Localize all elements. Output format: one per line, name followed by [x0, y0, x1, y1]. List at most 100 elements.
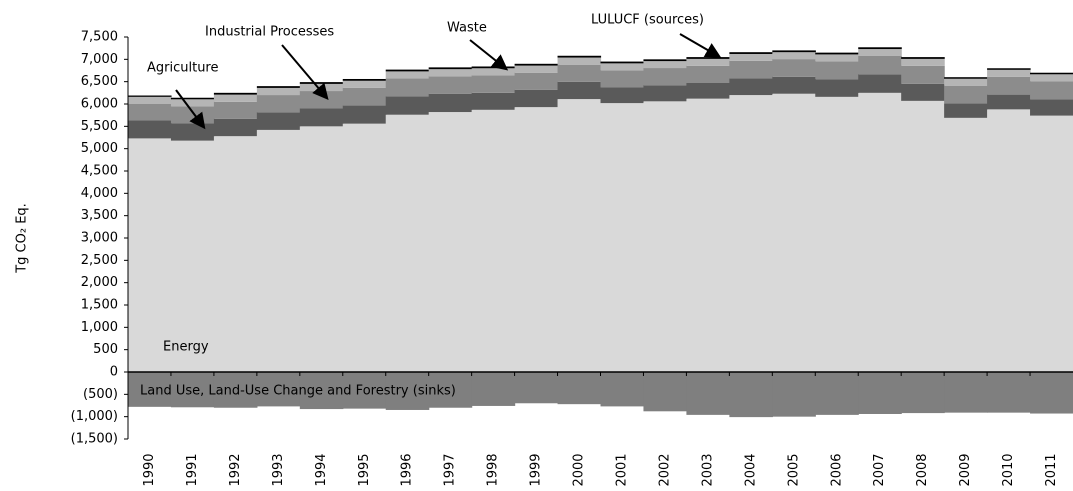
x-tick-label: 1991 [185, 453, 200, 486]
area-step [772, 76, 816, 94]
y-tick-label: 7,500 [81, 30, 118, 45]
area-step [256, 112, 301, 130]
area-step [170, 99, 215, 107]
area-step [213, 118, 258, 137]
area-step [342, 372, 387, 409]
area-step [858, 47, 902, 50]
y-tick-label: 5,500 [81, 119, 118, 134]
area-step [987, 94, 1031, 110]
area-step [772, 50, 816, 53]
area-step [256, 86, 301, 88]
area-step [299, 82, 344, 84]
area-step [342, 123, 387, 372]
area-step [987, 109, 1031, 373]
arrow [679, 33, 722, 59]
area-step [299, 372, 344, 410]
x-tick-label: 2010 [1001, 453, 1016, 486]
y-tick-label: 4,000 [81, 186, 118, 201]
area-step [557, 64, 602, 82]
y-axis-label: Tg CO₂ Eq. [15, 203, 30, 274]
area-step [815, 79, 859, 97]
x-tick-label: 2004 [743, 453, 758, 486]
area-step [600, 61, 645, 64]
area-step [600, 87, 645, 104]
area-step [858, 55, 902, 75]
area-step [643, 59, 688, 62]
y-tick-label: 1,000 [81, 320, 118, 335]
area-step [901, 65, 945, 84]
x-tick-label: 1994 [314, 453, 329, 486]
area-step [944, 77, 988, 79]
area-step [471, 109, 516, 372]
area-step [901, 372, 945, 414]
area-step [643, 85, 688, 102]
area-step [557, 57, 602, 65]
area-step [428, 76, 473, 94]
arrow [469, 39, 509, 71]
x-tick-label: 1993 [271, 453, 286, 486]
area-step [643, 68, 688, 86]
area-step [514, 63, 559, 66]
series-label: Waste [447, 21, 487, 36]
area-step [858, 74, 902, 93]
y-tick-label: (500) [83, 387, 118, 402]
x-tick-label: 1990 [142, 453, 157, 486]
area-step [987, 76, 1031, 95]
y-tick-label: 500 [93, 342, 118, 357]
area-step [514, 72, 559, 90]
area-step [471, 66, 516, 69]
area-step [901, 100, 945, 372]
area-step [557, 99, 602, 372]
area-step [987, 372, 1031, 413]
x-tick-label: 2005 [786, 453, 801, 486]
area-step [643, 372, 688, 412]
area-step [772, 372, 816, 417]
area-step [428, 69, 473, 77]
series-label: Agriculture [147, 61, 219, 76]
area-step [600, 103, 645, 373]
area-step [170, 97, 215, 100]
area-step [385, 71, 430, 79]
y-tick-label: 2,500 [81, 253, 118, 268]
area-step [901, 83, 945, 101]
area-step [170, 123, 215, 141]
area-step [385, 96, 430, 115]
area-step [428, 67, 473, 70]
area-step [1030, 372, 1073, 414]
area-step [987, 69, 1031, 77]
x-tick-label: 2000 [572, 453, 587, 486]
area-step [471, 75, 516, 93]
series-label: Industrial Processes [205, 25, 334, 40]
area-step [815, 96, 859, 372]
area-step [471, 372, 516, 406]
area-step [128, 372, 172, 407]
y-tick-label: 3,000 [81, 231, 118, 246]
area-step [729, 78, 773, 96]
area-step [471, 68, 516, 76]
x-tick-label: 2009 [958, 453, 973, 486]
area-step [686, 98, 730, 372]
area-step [686, 372, 730, 415]
area-step [428, 372, 473, 408]
area-step [944, 85, 988, 104]
x-tick-label: 2007 [872, 453, 887, 486]
area-step [514, 65, 559, 73]
y-tick-label: 1,500 [81, 298, 118, 313]
y-tick-label: 4,500 [81, 164, 118, 179]
area-step [772, 52, 816, 60]
series-label: Energy [163, 340, 209, 355]
area-step [256, 372, 301, 407]
x-tick-label: 2011 [1044, 453, 1059, 486]
area-step [1030, 115, 1073, 372]
area-step [643, 61, 688, 69]
area-step [858, 92, 902, 372]
area-step [1030, 74, 1073, 82]
area-step [944, 103, 988, 118]
area-step [944, 117, 988, 372]
area-step [944, 372, 988, 413]
y-tick-label: 0 [110, 365, 118, 380]
area-step [299, 126, 344, 372]
series-label: LULUCF (sources) [591, 13, 704, 28]
area-step [729, 53, 773, 61]
